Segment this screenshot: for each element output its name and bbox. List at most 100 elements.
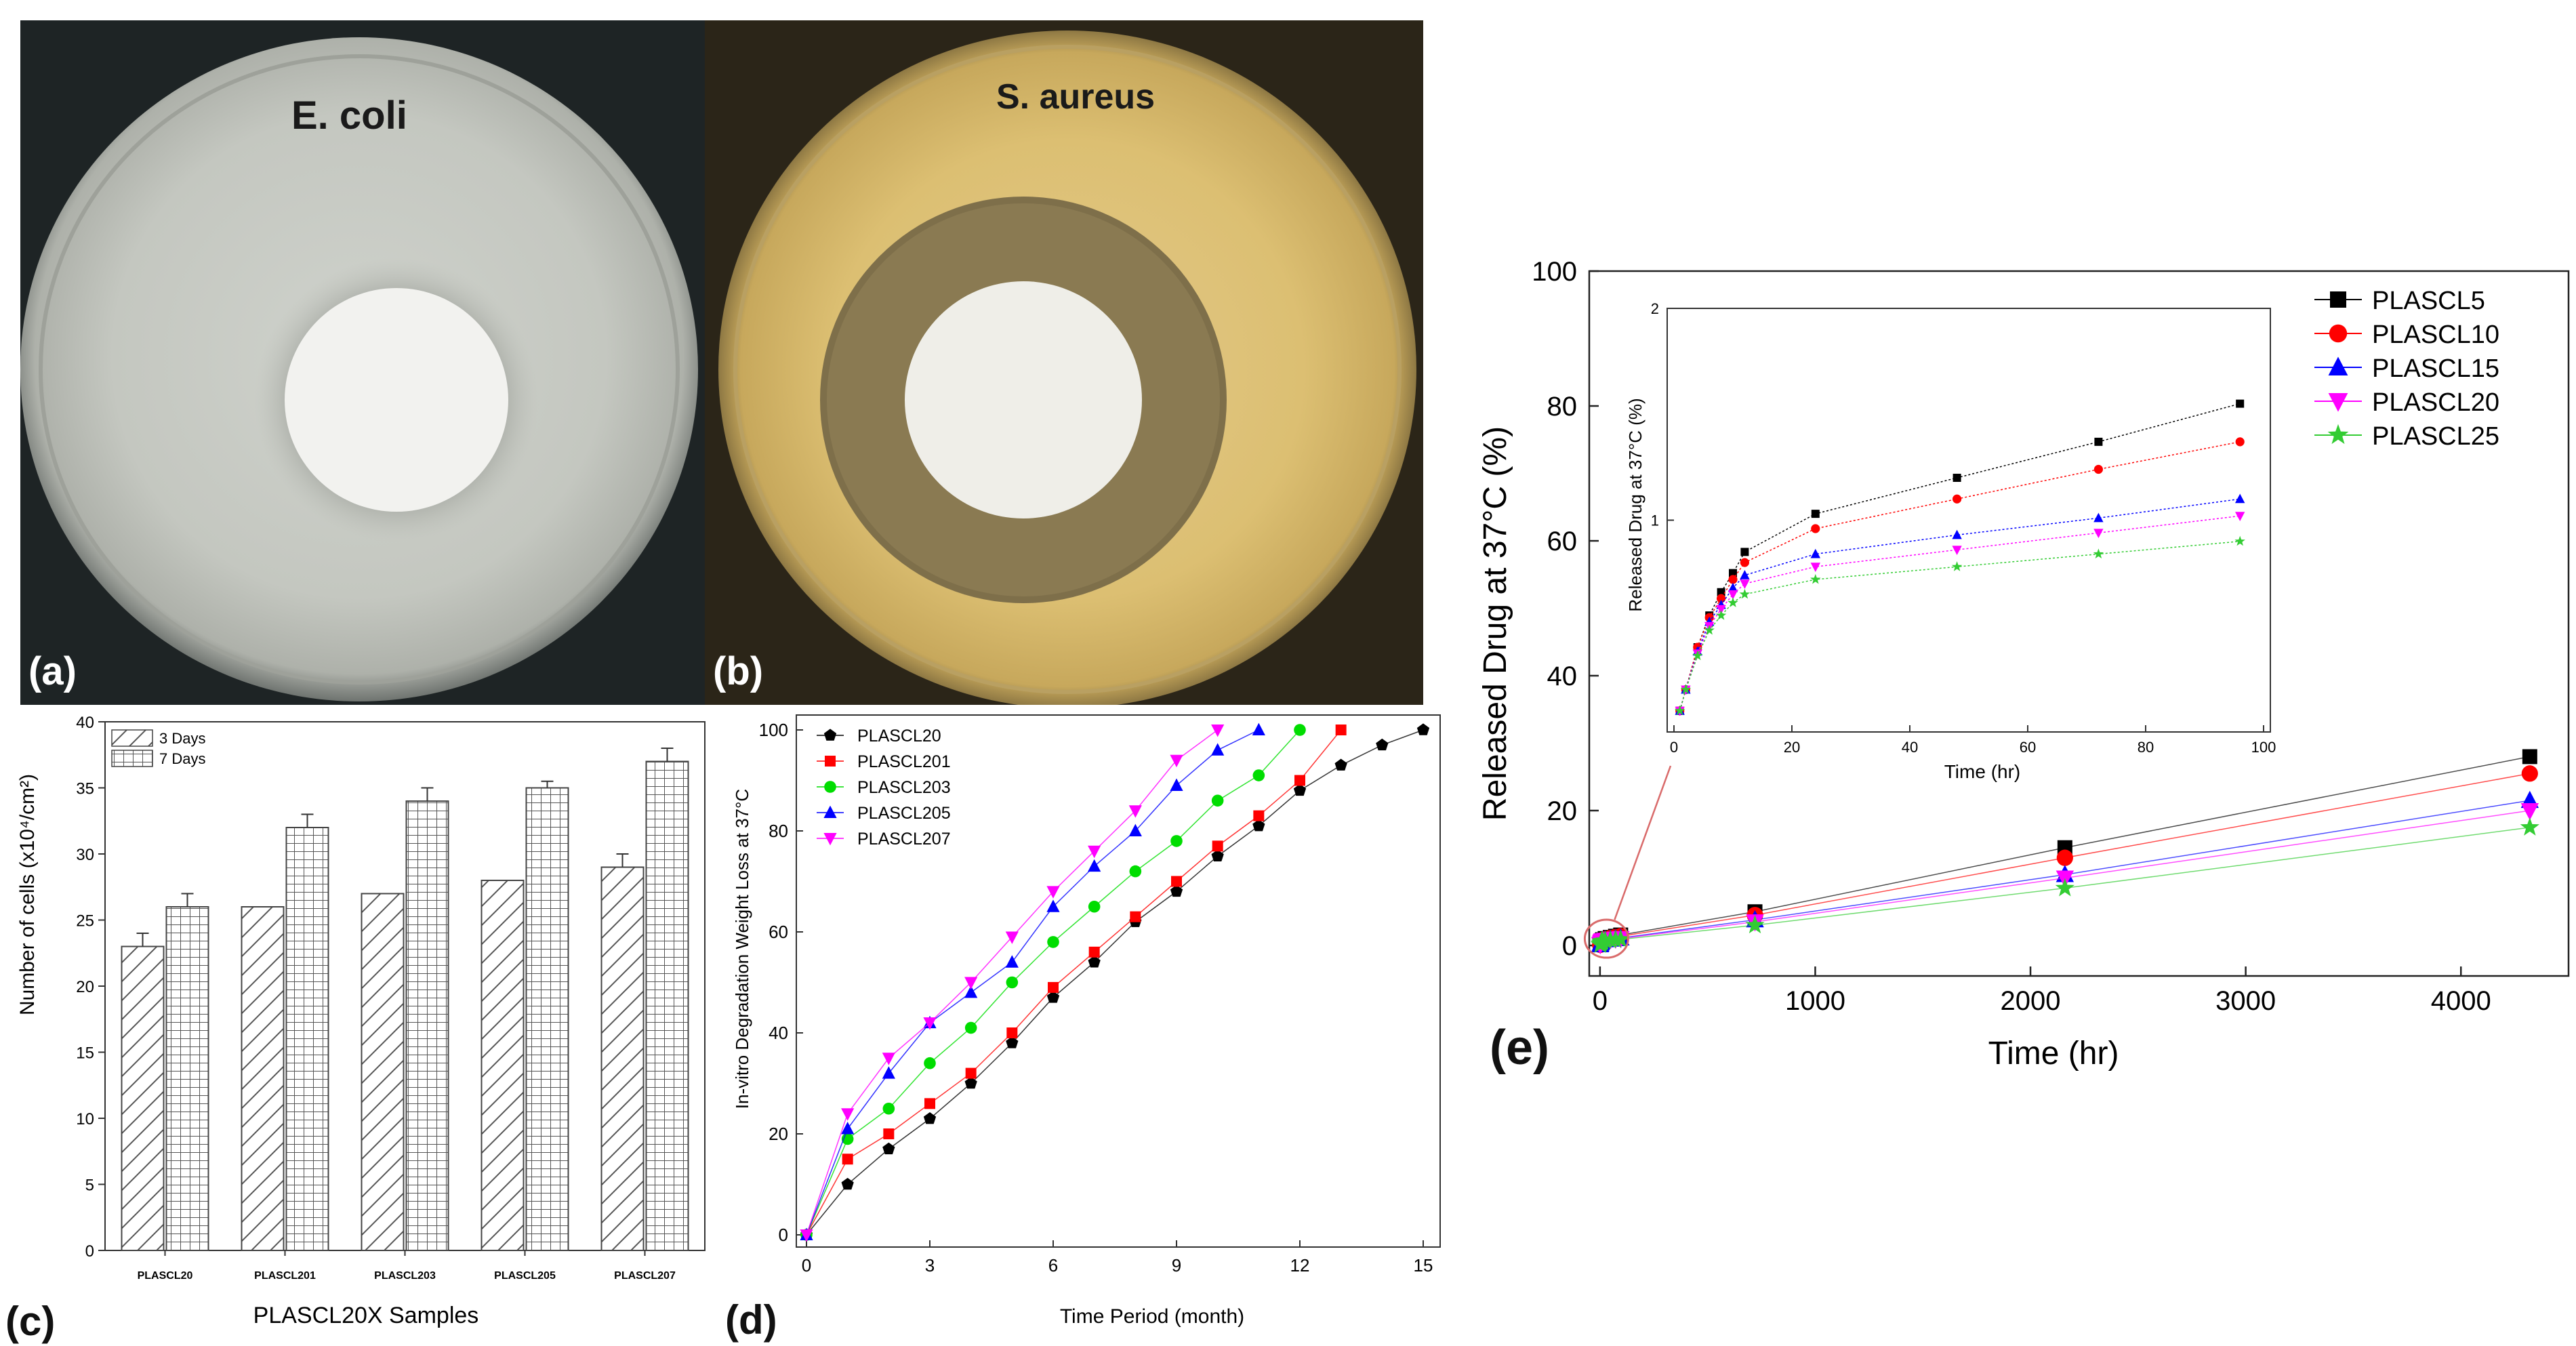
e-inset-point-plascl10 (2235, 437, 2245, 447)
e-inset-xtick-label: 40 (1902, 739, 1918, 756)
petri-dish-photo-saureus: S. aureus (b) (705, 20, 1423, 705)
d-point-plascl20 (1334, 758, 1347, 771)
e-inset-xtick-label: 20 (1784, 739, 1800, 756)
organism-label-ecoli: E. coli (291, 94, 407, 138)
e-point-plascl5 (2522, 749, 2537, 764)
sample-disc (905, 281, 1142, 518)
e-inset-point-plascl10 (1717, 594, 1726, 603)
e-legend-label: PLASCL5 (2372, 287, 2485, 315)
d-point-plascl203 (1294, 724, 1306, 736)
e-inset-point-plascl15 (2235, 493, 2245, 504)
organism-label-saureus: S. aureus (996, 77, 1155, 117)
d-point-plascl205 (1170, 778, 1183, 791)
d-point-plascl20 (1416, 723, 1430, 735)
d-series-line-plascl201 (806, 729, 1342, 1236)
panel-letter-c: (c) (5, 1299, 55, 1344)
c-bar-7days (645, 760, 689, 1251)
e-ytick-label: 20 (1547, 796, 1578, 826)
degradation-line-chart: 0 20 40 60 80 100 0 3 6 9 12 15 PLASCL20 PLASCL201 PLA… (725, 714, 1441, 1343)
d-series-line-plascl20 (806, 729, 1424, 1236)
e-inset-point-plascl25 (1727, 597, 1738, 607)
d-xtick-label: 0 (802, 1255, 811, 1276)
e-legend-label: PLASCL25 (2372, 422, 2499, 451)
d-point-plascl201 (1212, 840, 1223, 852)
d-legend-marker (823, 833, 837, 846)
d-point-plascl201 (842, 1154, 853, 1165)
d-point-plascl207 (841, 1108, 855, 1121)
d-point-plascl203 (1088, 900, 1101, 913)
d-point-plascl207 (923, 1017, 937, 1030)
c-ylabel: Number of cells (x10⁴/cm²) (16, 774, 39, 1015)
e-inset-xtick-label: 80 (2138, 739, 2154, 756)
c-bar-7days (525, 787, 569, 1251)
d-xtick-label: 6 (1048, 1255, 1058, 1276)
petri-dish-photo-ecoli: E. coli (a) (20, 20, 705, 705)
e-inset-point-plascl25 (1951, 561, 1963, 571)
d-point-plascl207 (1005, 931, 1019, 944)
e-inset-ylabel: Released Drug at 37°C (%) (1625, 398, 1645, 611)
e-inset-point-plascl5 (2094, 437, 2103, 446)
e-legend-marker (2330, 291, 2346, 308)
d-point-plascl205 (1252, 722, 1265, 735)
d-point-plascl201 (1253, 810, 1265, 821)
e-inset-point-plascl5 (1811, 510, 1820, 518)
e-inset-xtick-label: 60 (2020, 739, 2036, 756)
sample-disc (285, 288, 508, 512)
panel-letter-d: (d) (725, 1297, 777, 1343)
c-ytick-label: 30 (76, 846, 94, 864)
d-point-plascl207 (1211, 725, 1225, 737)
c-legend-swatch (111, 729, 153, 747)
e-inset-point-plascl20 (1740, 579, 1750, 590)
e-inset-point-plascl20 (1727, 590, 1738, 600)
e-legend-marker (2328, 393, 2348, 412)
d-point-plascl205 (964, 985, 978, 998)
e-inset-point-plascl25 (2234, 535, 2245, 546)
e-ylabel: Released Drug at 37°C (%) (1477, 426, 1513, 821)
d-xlabel: Time Period (month) (1060, 1305, 1244, 1328)
d-point-plascl20 (1006, 1036, 1019, 1048)
petri-dish-saureus-image: S. aureus (b) (705, 20, 1423, 705)
e-legend-label: PLASCL20 (2372, 388, 2499, 417)
e-xtick-label: 1000 (1785, 986, 1845, 1016)
e-inset-point-plascl5 (1717, 588, 1725, 596)
c-xtick-label: PLASCL207 (614, 1270, 676, 1282)
c-ytick-label: 15 (76, 1044, 94, 1063)
d-ylabel: In-vitro Degradation Weight Loss at 37°C (732, 789, 752, 1109)
d-legend-marker (825, 756, 836, 767)
e-inset-point-plascl20 (1716, 605, 1726, 615)
e-point-plascl25 (2055, 878, 2074, 897)
d-point-plascl205 (1046, 899, 1060, 912)
d-point-plascl20 (1252, 819, 1265, 832)
d-ytick-label: 20 (769, 1124, 788, 1144)
d-point-plascl201 (1006, 1027, 1018, 1038)
c-xtick-label: PLASCL205 (494, 1270, 556, 1282)
e-inset-point-plascl15 (1727, 582, 1738, 592)
d-point-plascl201 (965, 1067, 977, 1079)
d-point-plascl201 (1335, 725, 1347, 735)
d-legend-marker (824, 781, 836, 793)
c-bar-3days (481, 880, 525, 1251)
c-legend-swatch (111, 750, 153, 767)
e-inset-point-plascl25 (1692, 650, 1703, 661)
e-inset-point-plascl10 (2093, 464, 2103, 474)
d-legend-label: PLASCL203 (857, 778, 951, 797)
panel-letter-e: (e) (1490, 1021, 1549, 1075)
e-point-plascl10 (2521, 765, 2538, 782)
e-inset-frame (1667, 308, 2271, 733)
e-inset-point-plascl5 (1953, 474, 1961, 482)
e-inset-line-plascl20 (1679, 515, 2241, 711)
e-inset-point-plascl25 (1810, 573, 1821, 584)
e-point-plascl25 (1745, 915, 1765, 934)
e-legend-marker (2328, 356, 2348, 375)
d-point-plascl205 (1088, 859, 1101, 872)
d-point-plascl205 (882, 1066, 895, 1079)
d-ytick-label: 100 (759, 720, 788, 740)
e-inset-point-plascl25 (2093, 548, 2104, 559)
e-inset-point-plascl15 (1952, 529, 1962, 539)
c-bar-3days (361, 893, 405, 1251)
e-inset-xtick-label: 100 (2251, 739, 2276, 756)
d-point-plascl205 (1005, 955, 1019, 968)
d-point-plascl20 (1293, 783, 1307, 796)
d-point-plascl207 (800, 1229, 813, 1242)
e-inset-point-plascl10 (1740, 558, 1749, 567)
